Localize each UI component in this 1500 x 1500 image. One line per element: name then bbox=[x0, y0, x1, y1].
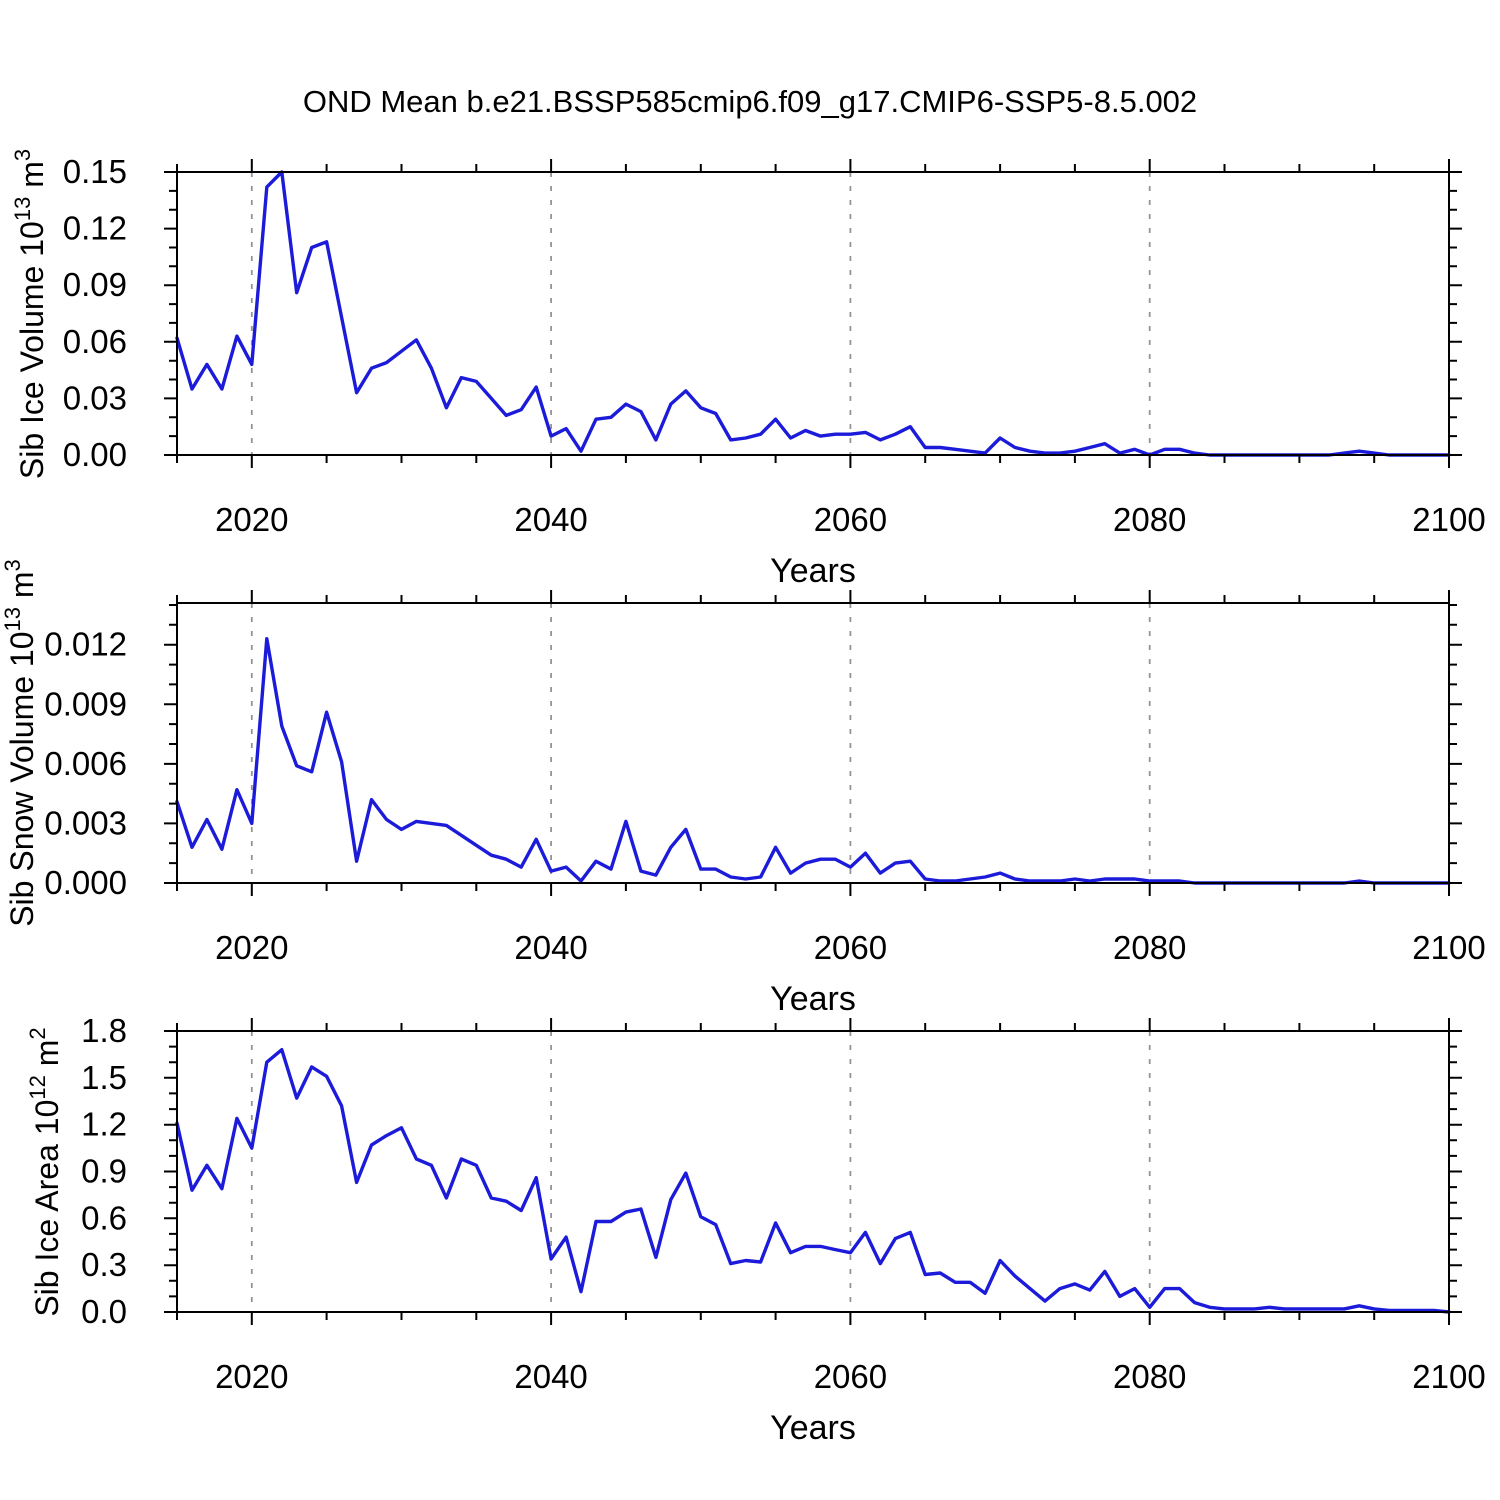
sib-ice-area-ytick-0.9: 0.9 bbox=[81, 1153, 127, 1190]
sib-ice-area-xtick-2100: 2100 bbox=[1412, 1358, 1485, 1395]
chart-title: OND Mean b.e21.BSSP585cmip6.f09_g17.CMIP… bbox=[302, 84, 1198, 119]
panel-sib-ice-area: 2020 2040 2060 2080 2100 Years 0.0 0.3 0.6 0.9 1.2… bbox=[25, 1012, 1486, 1447]
sib-snow-volume-xtick-2080: 2080 bbox=[1113, 929, 1186, 966]
sib-ice-volume-ytick-0.00: 0.00 bbox=[63, 436, 127, 473]
sib-ice-volume-minor-ticks bbox=[169, 164, 1457, 463]
sib-snow-volume-xtick-2100: 2100 bbox=[1412, 929, 1485, 966]
sib-ice-area-xtick-2040: 2040 bbox=[514, 1358, 587, 1395]
sib-ice-area-xtick-2060: 2060 bbox=[814, 1358, 887, 1395]
sib-ice-volume-ytick-0.03: 0.03 bbox=[63, 379, 127, 416]
sib-snow-volume-ytick-0.006: 0.006 bbox=[44, 745, 127, 782]
sib-ice-area-major-ticks bbox=[164, 1018, 1462, 1325]
sib-ice-volume-xtick-2100: 2100 bbox=[1412, 501, 1485, 538]
sib-snow-volume-xtick-2040: 2040 bbox=[514, 929, 587, 966]
sib-ice-area-yaxis-title: Sib Ice Area 1012 m2 bbox=[25, 1027, 65, 1316]
sib-snow-volume-major-ticks bbox=[164, 590, 1462, 896]
sib-ice-area-xtick-2080: 2080 bbox=[1113, 1358, 1186, 1395]
sib-snow-volume-yaxis-title: Sib Snow Volume 1013 m3 bbox=[0, 559, 40, 927]
sib-ice-area-frame bbox=[176, 1030, 1450, 1313]
sib-ice-area-ytick-0.3: 0.3 bbox=[81, 1246, 127, 1283]
sib-snow-volume-minor-ticks bbox=[169, 595, 1457, 891]
sib-ice-area-ytick-0.6: 0.6 bbox=[81, 1199, 127, 1236]
sib-snow-volume-ytick-0.012: 0.012 bbox=[44, 626, 127, 663]
sib-ice-volume-xtick-2060: 2060 bbox=[814, 501, 887, 538]
sib-ice-volume-major-ticks bbox=[164, 159, 1462, 468]
sib-snow-volume-xtick-2060: 2060 bbox=[814, 929, 887, 966]
sib-ice-volume-ytick-0.15: 0.15 bbox=[63, 153, 127, 190]
sib-ice-area-minor-ticks bbox=[169, 1023, 1457, 1320]
sib-ice-volume-xaxis-title: Years bbox=[770, 552, 856, 590]
sib-ice-volume-ytick-0.09: 0.09 bbox=[63, 266, 127, 303]
sib-ice-area-xtick-2020: 2020 bbox=[215, 1358, 288, 1395]
sib-snow-volume-line bbox=[175, 637, 1451, 885]
sib-ice-area-ytick-1.8: 1.8 bbox=[81, 1012, 127, 1049]
sib-ice-volume-xtick-2080: 2080 bbox=[1113, 501, 1186, 538]
sib-ice-area-line bbox=[175, 1047, 1451, 1314]
sib-ice-area-xaxis-title: Years bbox=[770, 1409, 856, 1447]
sib-ice-volume-frame bbox=[176, 171, 1450, 456]
sib-snow-volume-ytick-0.000: 0.000 bbox=[44, 864, 127, 901]
sib-ice-area-ytick-1.5: 1.5 bbox=[81, 1059, 127, 1096]
sib-ice-area-ytick-0.0: 0.0 bbox=[81, 1293, 127, 1330]
sib-snow-volume-frame bbox=[176, 602, 1450, 884]
sib-snow-volume-xaxis-title: Years bbox=[770, 980, 856, 1018]
sib-ice-area-ytick-1.2: 1.2 bbox=[81, 1106, 127, 1143]
sib-ice-volume-xtick-2020: 2020 bbox=[215, 501, 288, 538]
sib-ice-volume-xtick-2040: 2040 bbox=[514, 501, 587, 538]
sib-ice-volume-line bbox=[175, 170, 1451, 457]
sib-snow-volume-xtick-2020: 2020 bbox=[215, 929, 288, 966]
sib-ice-volume-yaxis-title: Sib Ice Volume 1013 m3 bbox=[10, 149, 50, 479]
sib-ice-volume-ytick-0.06: 0.06 bbox=[63, 323, 127, 360]
sib-ice-volume-ytick-0.12: 0.12 bbox=[63, 210, 127, 247]
panel-sib-snow-volume: 2020 2040 2060 2080 2100 Years 0.000 0.003 0.006… bbox=[0, 559, 1486, 1018]
sib-snow-volume-ytick-0.009: 0.009 bbox=[44, 685, 127, 722]
sib-snow-volume-ytick-0.003: 0.003 bbox=[44, 804, 127, 841]
panel-sib-ice-volume: 2020 2040 2060 2080 2100 Years 0.00 0.03 0.06 0.0… bbox=[10, 149, 1486, 590]
